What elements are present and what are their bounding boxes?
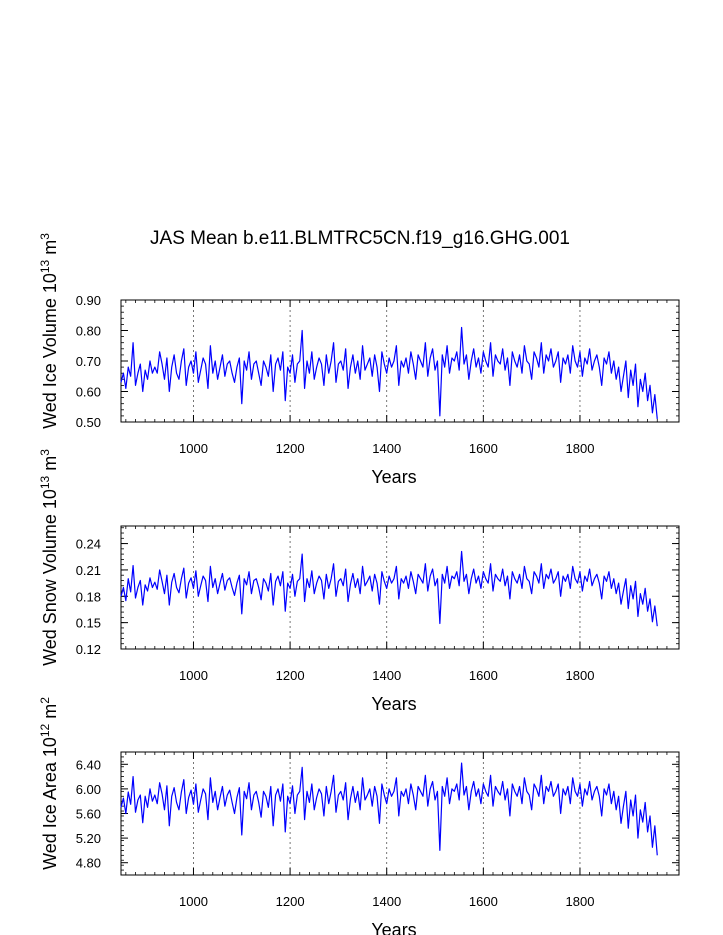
chart-2-ylabel-part: 13 [38, 475, 52, 489]
chart-1-ytick-label: 0.80 [76, 324, 101, 339]
chart-3-ylabel-part: 2 [38, 697, 52, 704]
chart-3-ylabel-part: m [40, 704, 60, 724]
chart-2-ytick-label: 0.24 [76, 537, 101, 552]
chart-1-series-line [120, 326, 658, 420]
chart-1-ytick-label: 0.50 [76, 415, 101, 430]
chart-1-ylabel-part: 13 [38, 259, 52, 273]
chart-3-ytick-label: 6.40 [76, 757, 101, 772]
chart-2-ytick-label: 0.21 [76, 563, 101, 578]
chart-2-ytick-label: 0.18 [76, 589, 101, 604]
chart-1-xtick-label: 1000 [179, 441, 208, 456]
chart-1-xlabel: Years [371, 467, 416, 487]
figure-title: JAS Mean b.e11.BLMTRC5CN.f19_g16.GHG.001 [150, 228, 570, 249]
chart-2-ytick-label: 0.12 [76, 642, 101, 657]
chart-3-ylabel-part: 12 [38, 723, 52, 737]
chart-3-ylabel-part: Wed Ice Area 10 [40, 737, 60, 870]
chart-1-ylabel: Wed Ice Volume 1013 m3 [38, 233, 60, 429]
chart-3-ytick-label: 5.20 [76, 831, 101, 846]
chart-2-xlabel: Years [371, 694, 416, 714]
panels-group: 1000 1200 1400 1600 1800 0.50 0.60 0.70 0.80 0.90… [38, 233, 680, 935]
chart-2-panel: 1000 1200 1400 1600 1800 0.12 0.15 0.18 0.21 0.24… [38, 449, 680, 714]
chart-3-series-line [120, 762, 658, 856]
chart-1-xtick-label: 1800 [566, 441, 595, 456]
chart-2-xtick-label: 1400 [372, 668, 401, 683]
chart-2-ylabel-part: 3 [38, 449, 52, 456]
chart-3-minor-ticks [121, 752, 679, 875]
chart-2-ylabel-part: Wed Snow Volume 10 [40, 489, 60, 666]
chart-1-panel: 1000 1200 1400 1600 1800 0.50 0.60 0.70 0.80 0.90… [38, 233, 680, 487]
chart-3-ytick-label: 5.60 [76, 807, 101, 822]
chart-3-panel: 1000 1200 1400 1600 1800 4.80 5.20 5.60 6.00 6.40… [38, 697, 680, 935]
chart-3-xlabel: Years [371, 920, 416, 935]
chart-2-ytick-label: 0.15 [76, 616, 101, 631]
chart-2-ylabel-part: m [40, 456, 60, 476]
chart-2-minor-ticks [121, 526, 679, 649]
chart-3-xtick-label: 1200 [276, 894, 305, 909]
chart-2-xtick-label: 1600 [469, 668, 498, 683]
chart-2-plot-frame [120, 525, 680, 650]
chart-1-ylabel-part: 3 [38, 233, 52, 240]
chart-2-xtick-label: 1000 [179, 668, 208, 683]
chart-3-xtick-label: 1400 [372, 894, 401, 909]
chart-2-xtick-label: 1200 [276, 668, 305, 683]
chart-3-ytick-label: 6.00 [76, 782, 101, 797]
chart-1-ylabel-part: Wed Ice Volume 10 [40, 273, 60, 429]
chart-2-series-line [120, 550, 658, 627]
chart-2-ylabel: Wed Snow Volume 1013 m3 [38, 449, 60, 666]
chart-1-xtick-label: 1400 [372, 441, 401, 456]
chart-1-xtick-label: 1200 [276, 441, 305, 456]
chart-1-ytick-label: 0.70 [76, 354, 101, 369]
chart-1-ylabel-part: m [40, 240, 60, 260]
chart-3-ytick-label: 4.80 [76, 856, 101, 871]
chart-3-xtick-label: 1800 [566, 894, 595, 909]
chart-3-xtick-label: 1600 [469, 894, 498, 909]
chart-3-ylabel: Wed Ice Area 1012 m2 [38, 697, 60, 870]
chart-2-xtick-label: 1800 [566, 668, 595, 683]
chart-1-ytick-label: 0.90 [76, 293, 101, 308]
chart-1-xtick-label: 1600 [469, 441, 498, 456]
chart-3-plot-frame [120, 751, 680, 876]
chart-1-ytick-label: 0.60 [76, 385, 101, 400]
chart-3-xtick-label: 1000 [179, 894, 208, 909]
